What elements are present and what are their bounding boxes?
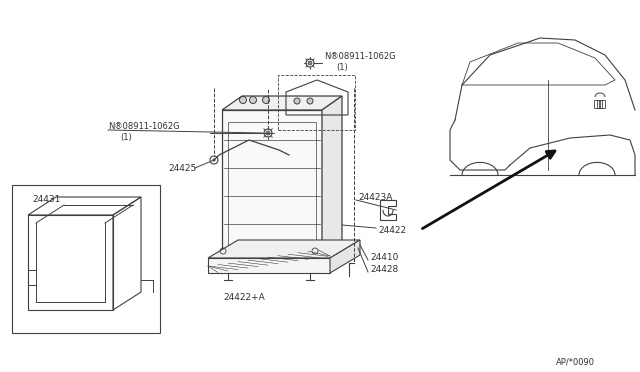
Circle shape bbox=[308, 61, 312, 65]
Text: (1): (1) bbox=[336, 62, 348, 71]
Text: 24422+A: 24422+A bbox=[223, 294, 265, 302]
Bar bbox=[594, 100, 599, 108]
Bar bbox=[28, 215, 113, 310]
Text: 24423A: 24423A bbox=[358, 192, 392, 202]
Text: 24410: 24410 bbox=[370, 253, 398, 263]
Bar bbox=[597, 100, 602, 108]
Bar bbox=[208, 258, 330, 273]
Text: AP/*0090: AP/*0090 bbox=[556, 357, 595, 366]
Text: 24428: 24428 bbox=[370, 266, 398, 275]
Text: (1): (1) bbox=[120, 132, 132, 141]
Bar bbox=[12, 185, 160, 333]
Circle shape bbox=[307, 98, 313, 104]
Text: 24425: 24425 bbox=[168, 164, 196, 173]
Circle shape bbox=[266, 131, 270, 135]
Text: 24422: 24422 bbox=[378, 225, 406, 234]
Circle shape bbox=[262, 96, 269, 103]
Bar bbox=[222, 110, 322, 258]
Circle shape bbox=[239, 96, 246, 103]
Text: N®08911-1062G: N®08911-1062G bbox=[108, 122, 180, 131]
Text: 24431: 24431 bbox=[32, 195, 60, 203]
Polygon shape bbox=[322, 96, 342, 258]
Polygon shape bbox=[330, 240, 360, 273]
Circle shape bbox=[212, 158, 216, 161]
Text: N®08911-1062G: N®08911-1062G bbox=[324, 51, 396, 61]
Bar bbox=[600, 100, 605, 108]
Circle shape bbox=[250, 96, 257, 103]
Polygon shape bbox=[208, 240, 360, 258]
Circle shape bbox=[294, 98, 300, 104]
Polygon shape bbox=[222, 96, 342, 110]
Bar bbox=[228, 122, 316, 246]
Bar bbox=[278, 75, 355, 130]
